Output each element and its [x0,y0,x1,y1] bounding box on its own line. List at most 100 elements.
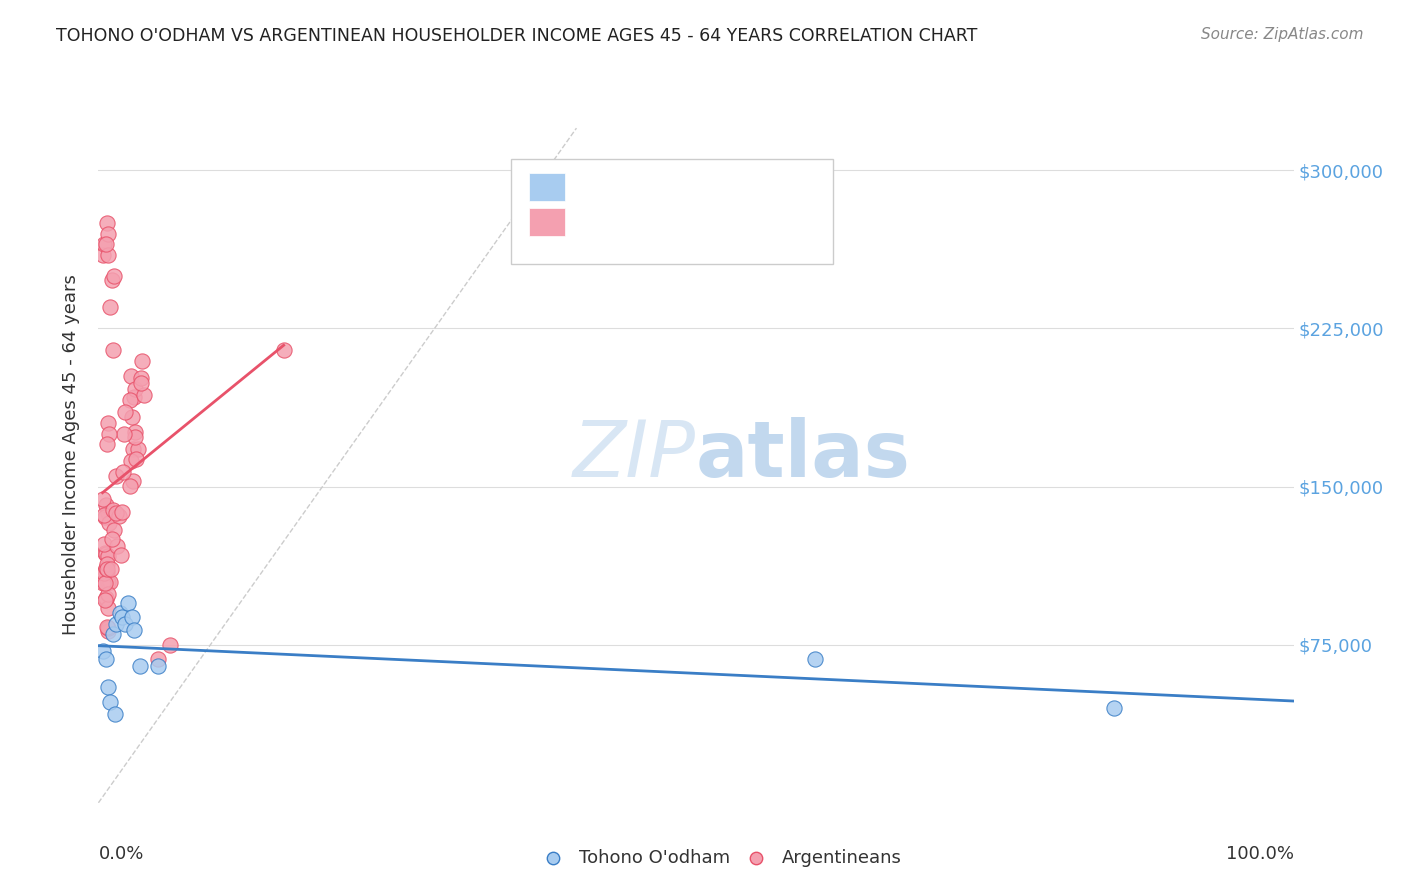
Point [105,616,128,631]
Point [120,368,142,383]
Point [94,591,117,606]
Point [120,454,142,468]
Point [93,492,115,507]
Point [97,680,120,694]
Point [114,616,136,631]
FancyBboxPatch shape [510,159,834,263]
Point [96,216,118,230]
Point [91,644,114,658]
Point [129,371,152,385]
Bar [529,208,565,235]
Point [94,545,117,559]
Point [91,576,114,591]
Point [94,499,117,513]
Point [94,591,117,605]
Point [93,566,115,581]
Point [97,574,120,589]
Point [93,237,115,252]
Point [110,548,132,562]
Point [98,574,121,589]
Point [117,595,139,609]
Text: 100.0%: 100.0% [1226,845,1294,863]
Point [93,574,115,588]
Point [541,796,564,810]
Text: ZIP: ZIP [574,417,696,493]
Point [124,430,146,444]
Point [120,393,142,408]
Text: atlas: atlas [696,417,911,493]
Point [1102,701,1125,715]
Point [93,508,115,523]
Point [96,437,118,451]
Point [105,506,128,520]
Point [121,474,143,488]
Point [103,502,125,516]
Point [97,417,120,431]
Point [148,658,170,673]
Point [98,695,122,709]
Point [96,547,118,561]
Y-axis label: Householder Income Ages 45 - 64 years: Householder Income Ages 45 - 64 years [62,275,80,635]
Text: Argentineans: Argentineans [782,849,901,867]
Point [104,707,127,722]
Point [100,273,122,287]
Text: R = -0.476   N = 17: R = -0.476 N = 17 [582,175,772,193]
Point [124,623,146,637]
Point [121,409,143,424]
Point [96,620,118,634]
Point [112,427,135,442]
Point [97,506,120,520]
Text: R =  0.382   N = 76: R = 0.382 N = 76 [582,210,772,227]
Point [96,561,118,575]
Text: 0.0%: 0.0% [98,845,143,863]
Point [132,387,155,401]
Point [98,301,122,315]
Point [94,652,117,666]
Point [159,638,181,652]
Point [148,652,170,666]
Bar [529,173,565,201]
Point [273,343,295,357]
Point [125,452,148,467]
Text: TOHONO O'ODHAM VS ARGENTINEAN HOUSEHOLDER INCOME AGES 45 - 64 YEARS CORRELATION : TOHONO O'ODHAM VS ARGENTINEAN HOUSEHOLDE… [56,27,977,45]
Point [101,532,124,546]
Point [129,658,152,673]
Point [108,606,131,620]
Point [124,425,146,440]
Point [101,343,124,357]
Point [114,405,136,419]
Point [97,624,120,638]
Point [101,627,124,641]
Point [127,442,149,456]
Point [94,237,117,252]
Point [804,652,827,666]
Text: Source: ZipAtlas.com: Source: ZipAtlas.com [1201,27,1364,42]
Point [120,479,142,493]
Text: Tohono O'odham: Tohono O'odham [579,849,730,867]
Point [93,537,115,551]
Point [131,353,153,368]
Point [96,565,118,579]
Point [104,469,127,483]
Point [97,549,120,563]
Point [98,516,121,530]
Point [94,509,117,524]
Point [94,564,117,578]
Point [98,426,121,441]
Point [103,523,125,537]
Point [93,574,115,588]
Point [111,506,134,520]
Point [97,247,120,261]
Point [108,509,131,524]
Point [97,600,120,615]
Point [94,576,117,591]
Point [745,796,768,810]
Point [105,539,128,553]
Point [97,227,120,241]
Point [91,247,114,261]
Point [97,587,120,601]
Point [112,465,135,479]
Point [124,390,146,404]
Point [103,268,125,283]
Point [129,376,152,391]
